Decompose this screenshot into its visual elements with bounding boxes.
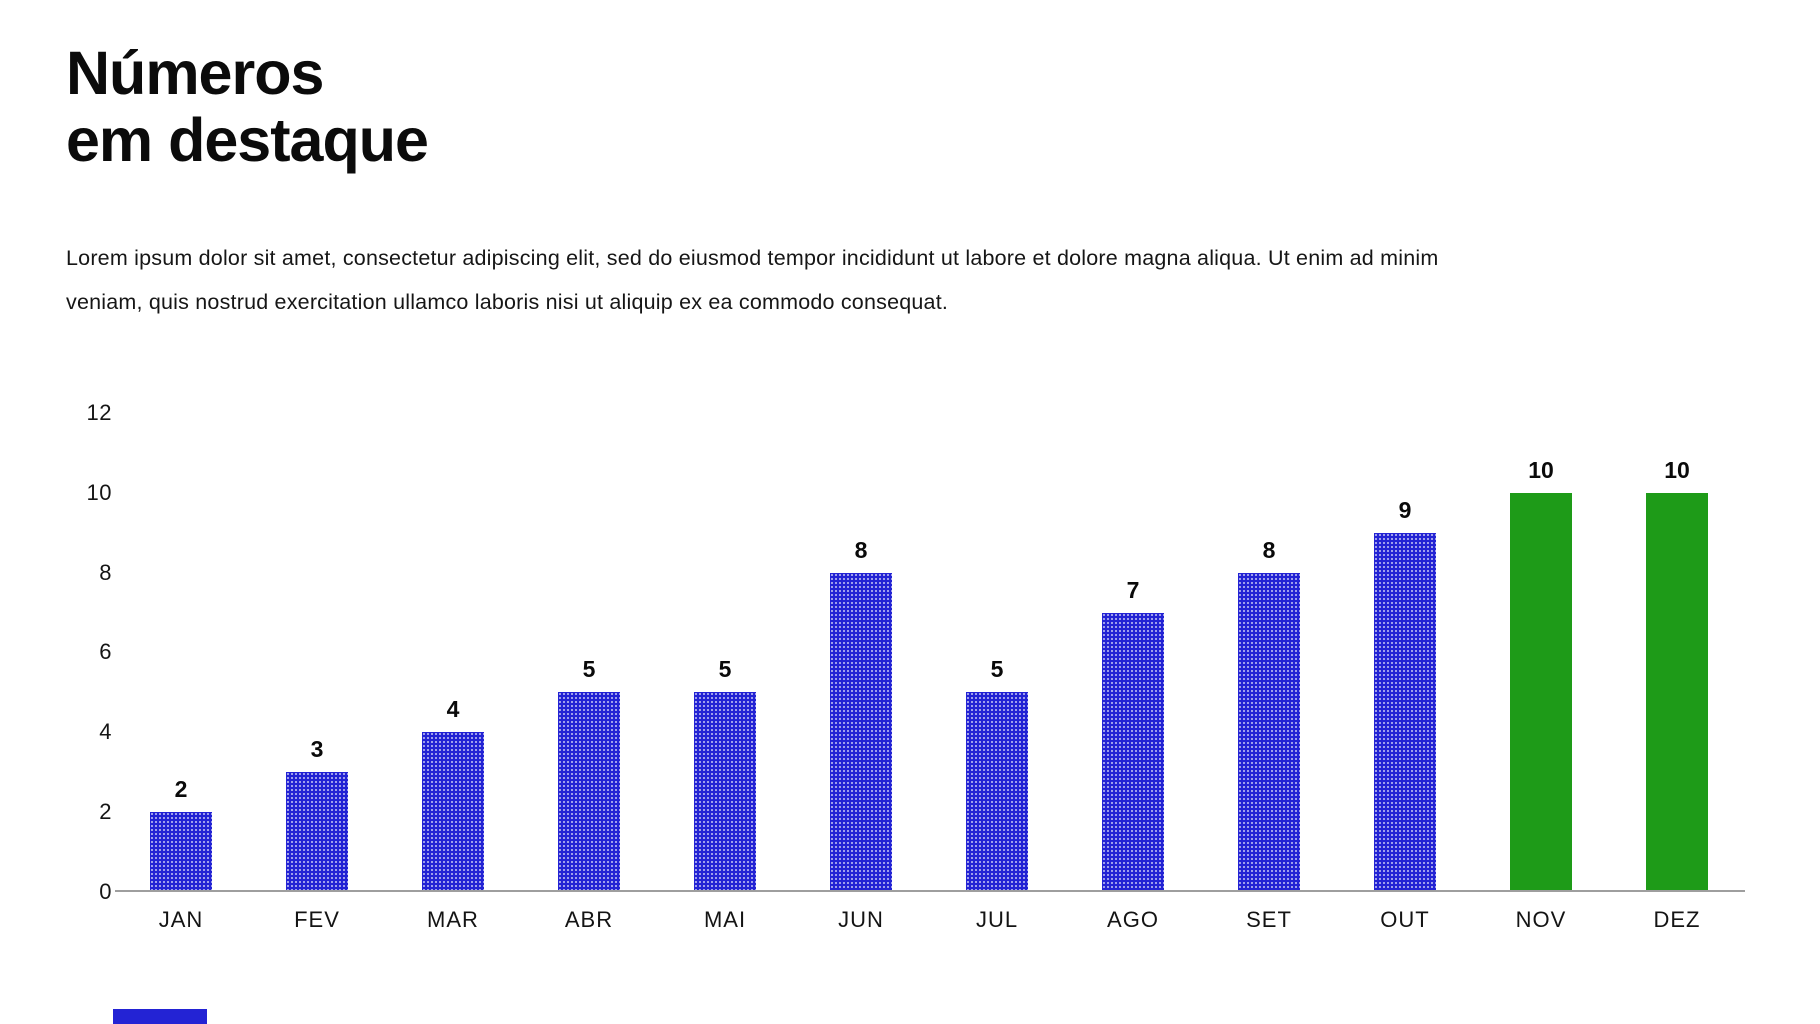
x-axis-label: SET [1246, 907, 1292, 932]
x-axis-label: JUL [975, 907, 1019, 932]
footer-accent-bar [113, 1009, 207, 1024]
bar-mar [422, 732, 484, 892]
page-title: Números em destaque [66, 39, 429, 174]
bar-value-label: 5 [582, 656, 596, 682]
bar-ago [1102, 613, 1164, 892]
intro-line-1: Lorem ipsum dolor sit amet, consectetur … [66, 246, 1439, 270]
x-axis-label: ABR [564, 907, 614, 932]
x-axis-label: NOV [1515, 907, 1567, 932]
x-axis-label: JUN [838, 907, 884, 932]
page-title-line-1: Números [66, 39, 324, 107]
bar-value-label: 5 [718, 656, 732, 682]
y-axis-tick-label: 8 [99, 559, 112, 585]
page-title-line-2: em destaque [66, 106, 429, 174]
bar-value-label: 5 [990, 656, 1004, 682]
y-axis-tick-label: 10 [86, 479, 112, 505]
bar-value-label: 10 [1528, 457, 1554, 483]
bar-mai [694, 692, 756, 892]
x-axis-label: DEZ [1653, 907, 1701, 932]
y-axis-tick-label: 4 [99, 719, 112, 745]
bar-value-label: 4 [446, 696, 460, 722]
bar-out [1374, 533, 1436, 892]
bar-nov [1510, 493, 1572, 892]
bar-abr [558, 692, 620, 892]
x-axis-label: FEV [294, 907, 340, 932]
bar-value-label: 2 [174, 776, 188, 802]
bar-value-label: 10 [1664, 457, 1690, 483]
bar-value-label: 7 [1126, 577, 1140, 603]
bar-value-label: 8 [1262, 537, 1276, 563]
bar-value-label: 3 [310, 736, 324, 762]
x-axis-label: JAN [158, 907, 204, 932]
y-axis-tick-label: 2 [99, 799, 112, 825]
intro-paragraph: Lorem ipsum dolor sit amet, consectetur … [66, 236, 1766, 324]
y-axis-tick-label: 12 [86, 399, 112, 425]
bar-set [1238, 573, 1300, 892]
x-axis-label: AGO [1107, 907, 1159, 932]
x-axis-label: MAI [703, 907, 747, 932]
bar-dez [1646, 493, 1708, 892]
bar-jun [830, 573, 892, 892]
bar-fev [286, 772, 348, 892]
bar-jan [150, 812, 212, 892]
bar-value-label: 9 [1398, 497, 1412, 523]
x-axis-label: MAR [427, 907, 479, 932]
x-axis-label: OUT [1380, 907, 1430, 932]
y-axis-tick-label: 6 [99, 639, 112, 665]
bar-value-label: 8 [854, 537, 868, 563]
bar-jul [966, 692, 1028, 892]
x-axis-line [115, 890, 1745, 892]
intro-line-2: veniam, quis nostrud exercitation ullamc… [66, 290, 949, 314]
y-axis-tick-label: 0 [99, 879, 112, 904]
